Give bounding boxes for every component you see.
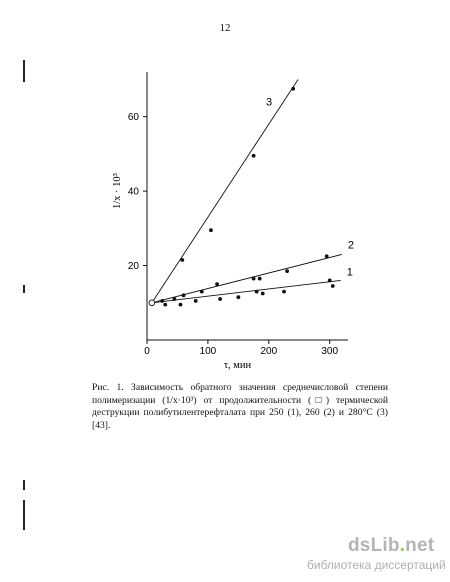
data-point-series-1 <box>193 299 198 303</box>
margin-mark <box>23 285 25 293</box>
data-point-series-1 <box>236 295 241 300</box>
margin-mark <box>23 500 25 530</box>
data-point-series-2 <box>285 269 289 274</box>
series-label-2: 2 <box>348 239 354 251</box>
y-tick-label: 60 <box>128 112 140 123</box>
y-axis-label: 1/x · 10³ <box>112 173 123 209</box>
watermark-logo-tld: net <box>405 535 435 556</box>
x-axis-label: τ, мин <box>224 360 252 371</box>
fit-line-3 <box>151 79 299 304</box>
chart-labels: 0 100 200 300 20 40 60 τ, мин 1/x · 10³ 1 2 3 <box>112 96 354 371</box>
data-point-series-2 <box>172 297 177 301</box>
data-point-series-3 <box>209 228 213 233</box>
data-point-series-1 <box>163 302 168 307</box>
data-point-series-1 <box>330 284 335 288</box>
data-point-series-2 <box>251 276 256 281</box>
data-point-series-3 <box>251 153 256 158</box>
watermark-logo: dsLib.net <box>348 535 434 557</box>
series-label-3: 3 <box>266 96 272 108</box>
y-tick-label: 40 <box>128 187 140 198</box>
fit-line-1 <box>151 279 341 304</box>
data-point-series-2 <box>181 293 186 298</box>
chart-axes <box>143 72 348 344</box>
figure-caption: Рис. 1. Зависимость обратного значения с… <box>92 382 388 431</box>
watermark-subtitle: библиотека диссертаций <box>307 558 446 572</box>
data-point-series-2 <box>199 289 204 294</box>
data-point-series-2 <box>215 282 219 287</box>
fit-line-2 <box>151 253 343 304</box>
x-tick-label: 100 <box>200 346 217 357</box>
data-point-series-2 <box>160 299 165 303</box>
data-point-series-1 <box>282 289 286 294</box>
data-point-series-3 <box>291 86 296 91</box>
data-point-series-1 <box>327 278 332 283</box>
x-tick-label: 0 <box>144 346 150 357</box>
margin-mark <box>23 60 25 82</box>
page-number: 12 <box>219 22 231 34</box>
series-label-1: 1 <box>347 266 353 278</box>
x-tick-label: 200 <box>260 346 277 357</box>
margin-mark <box>23 480 25 490</box>
data-point-series-3 <box>180 258 185 262</box>
data-point-series-2 <box>324 254 329 259</box>
data-point-series-1 <box>254 289 259 294</box>
data-point-series-1 <box>218 297 222 301</box>
data-point-series-1 <box>260 291 265 296</box>
data-points <box>148 86 335 307</box>
data-point-series-2 <box>257 276 262 281</box>
watermark-logo-main: dsLib <box>348 535 400 556</box>
data-point-series-1 <box>178 302 183 307</box>
x-tick-label: 300 <box>321 346 338 357</box>
y-tick-label: 20 <box>128 261 140 272</box>
watermark-logo-dot: . <box>399 535 406 556</box>
fit-lines <box>151 79 343 304</box>
origin-marker <box>148 299 156 307</box>
